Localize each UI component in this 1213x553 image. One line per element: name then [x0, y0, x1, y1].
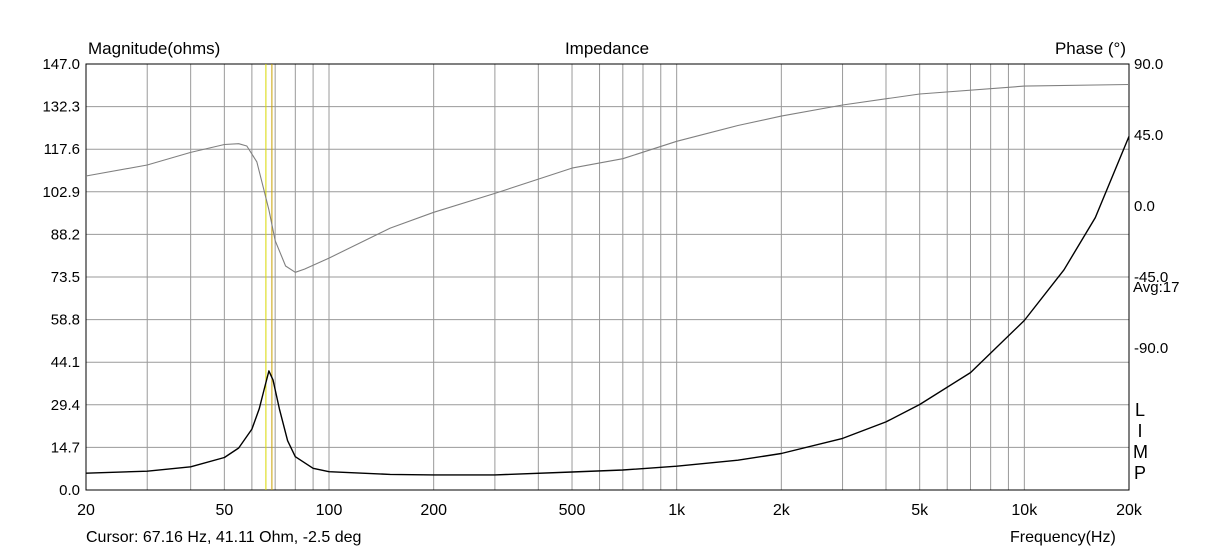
y2-tick-label: 0.0 — [1134, 198, 1155, 215]
limp-letter: L — [1134, 400, 1145, 420]
y-tick-label: 117.6 — [44, 141, 80, 158]
grid-lines — [86, 64, 1129, 490]
x-tick-label: 2k — [773, 502, 791, 519]
y-tick-label: 44.1 — [51, 354, 80, 371]
x-tick-label: 50 — [216, 502, 234, 519]
plot-frame — [85, 63, 1130, 491]
series-layer — [85, 83, 1130, 476]
x-axis-label: Frequency(Hz) — [1010, 529, 1116, 546]
limp-letter: P — [1133, 463, 1146, 483]
y-tick-label: 29.4 — [51, 397, 80, 414]
y-tick-label: 58.8 — [51, 312, 80, 329]
cursor-lines — [265, 64, 273, 490]
tick-labels: 147.0 132.3 117.6 102.9 88.2 73.5 58.8 44.1 29.4… — [42, 56, 1168, 519]
magnitude-series-line — [85, 136, 1130, 476]
phase-series-line — [85, 83, 1130, 273]
x-tick-label: 200 — [420, 502, 447, 519]
y-tick-label: 147.0 — [42, 56, 80, 73]
limp-letter: I — [1137, 421, 1143, 441]
y2-tick-label: -90.0 — [1134, 340, 1168, 357]
y-tick-label: 102.9 — [42, 184, 80, 201]
y-axis-label: Magnitude(ohms) — [88, 39, 220, 58]
chart-title: Impedance — [565, 39, 649, 58]
x-tick-label: 5k — [911, 502, 929, 519]
cursor-readout: Cursor: 67.16 Hz, 41.11 Ohm, -2.5 deg — [86, 529, 362, 546]
y-tick-label: 132.3 — [42, 99, 80, 116]
y-tick-label: 73.5 — [51, 269, 80, 286]
y2-tick-label: 45.0 — [1134, 127, 1163, 144]
y-tick-label: 14.7 — [51, 439, 80, 456]
x-tick-label: 20 — [77, 502, 95, 519]
phase-average-label: Avg:17 — [1133, 279, 1179, 296]
y2-tick-label: -45.0 — [1134, 269, 1168, 286]
y2-axis-label: Phase (°) — [1055, 39, 1126, 58]
y-tick-label: 88.2 — [51, 226, 80, 243]
x-tick-label: 100 — [316, 502, 343, 519]
limp-logo: L I M P — [1133, 400, 1148, 484]
x-tick-label: 1k — [668, 502, 686, 519]
x-tick-label: 20k — [1116, 502, 1143, 519]
y-tick-label: 0.0 — [59, 482, 80, 499]
y2-tick-label: 90.0 — [1134, 56, 1163, 73]
x-tick-label: 500 — [559, 502, 586, 519]
limp-letter: M — [1133, 442, 1148, 462]
x-tick-label: 10k — [1011, 502, 1038, 519]
